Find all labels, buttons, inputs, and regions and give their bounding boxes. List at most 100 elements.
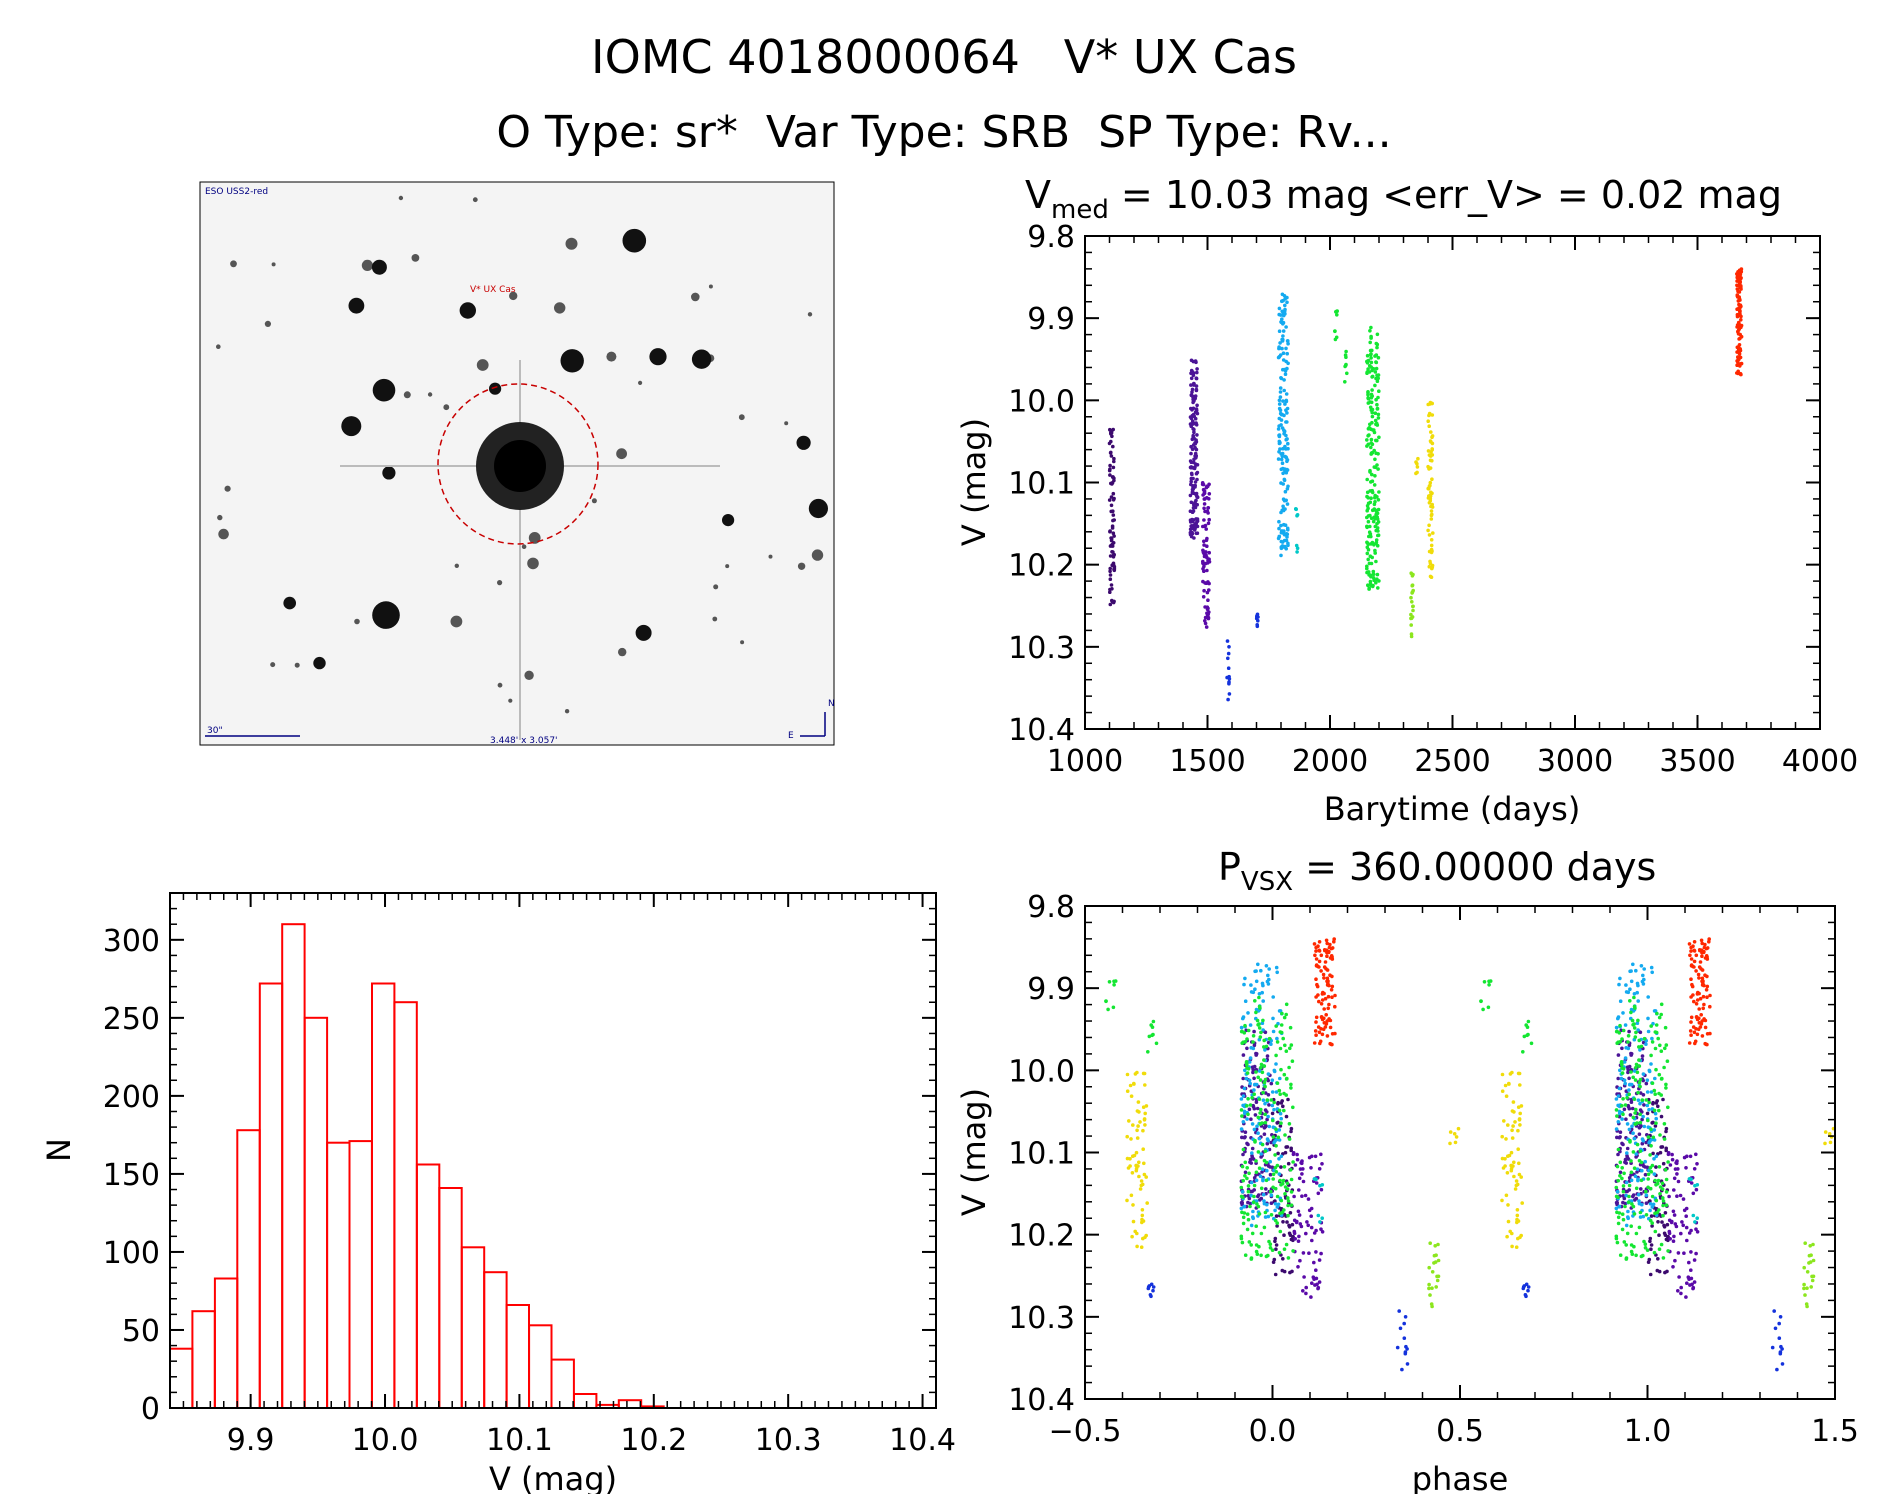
lightcurve-point [1365, 504, 1370, 508]
phased-point [1316, 993, 1320, 997]
phased-point [1623, 1160, 1627, 1164]
x-tick-label: 3500 [1659, 744, 1735, 779]
phased-point [1149, 1023, 1153, 1027]
x-tick-label: 10.4 [889, 1423, 956, 1458]
lightcurve-point [1225, 639, 1230, 643]
lightcurve-point [1366, 542, 1371, 546]
phased-point [1433, 1244, 1437, 1248]
phased-point [1282, 1233, 1286, 1237]
phased-point [1644, 1193, 1649, 1197]
lightcurve-point [1410, 600, 1414, 604]
phased-point [1687, 1041, 1692, 1045]
lightcurve-point [1375, 373, 1379, 378]
phased-point [1626, 1209, 1630, 1214]
lightcurve-point [1370, 410, 1374, 415]
lightcurve-point [1280, 292, 1285, 297]
phased-point [1811, 1258, 1816, 1263]
phased-point [1671, 1265, 1675, 1269]
north-label: N [828, 699, 835, 709]
phased-point [1300, 1172, 1304, 1176]
phased-point [1245, 1227, 1250, 1232]
phased-point [1808, 1260, 1813, 1264]
phased-point [1247, 1240, 1252, 1244]
lightcurve-point [1205, 484, 1209, 489]
phased-point [1659, 1049, 1664, 1053]
lightcurve-point [1192, 397, 1196, 402]
phased-point [1139, 1245, 1144, 1249]
phased-point [1245, 1212, 1250, 1216]
lightcurve-point [1109, 432, 1113, 436]
phased-point [1244, 1061, 1249, 1065]
phased-point [1270, 1165, 1275, 1170]
lightcurve-point [1737, 352, 1742, 356]
lightcurve-point [1426, 528, 1430, 533]
lightcurve-point [1203, 619, 1207, 623]
y-tick-label: 150 [103, 1158, 160, 1193]
lightcurve-point [1375, 517, 1380, 521]
phased-point [1614, 1029, 1619, 1034]
y-tick-label: 10.3 [1008, 631, 1075, 666]
phased-point [1697, 976, 1701, 980]
phased-point [1629, 979, 1634, 984]
lightcurve-point [1335, 309, 1339, 313]
lightcurve-point [1189, 500, 1194, 505]
lightcurve-point [1109, 439, 1113, 444]
phased-point [1268, 1246, 1273, 1250]
phased-point [1663, 1270, 1667, 1275]
phased-point [1274, 1247, 1278, 1251]
lightcurve-point [1429, 513, 1434, 518]
phased-point [1279, 1116, 1283, 1121]
phased-point [1292, 1218, 1297, 1223]
phased-point [1651, 1102, 1655, 1106]
lightcurve-point [1285, 300, 1289, 305]
phased-point [1688, 1154, 1693, 1159]
lightcurve-point [1376, 412, 1381, 417]
lightcurve-axes: 1000 1500 2000 2500 3000 3500 40009.89.910.010… [1008, 220, 1858, 779]
phased-point [1242, 1086, 1247, 1091]
phased-point [1241, 1120, 1246, 1124]
phased-point [1687, 1231, 1692, 1235]
lightcurve-point [1415, 465, 1420, 469]
phased-point [1509, 1150, 1514, 1155]
lightcurve-point [1278, 408, 1283, 413]
phased-point [1632, 1136, 1637, 1141]
phased-point [1705, 984, 1710, 989]
lightcurve-point [1279, 510, 1283, 515]
phased-point [1241, 1221, 1246, 1226]
phased-point [1647, 1107, 1651, 1112]
phased-point [1684, 1166, 1688, 1170]
lightcurve-panel: Vmed = 10.03 mag <err_V> = 0.02 mag 1000… [955, 173, 1858, 828]
histogram-axes: 9.9 10.0 10.1 10.2 10.3 10.405010015020025030… [103, 892, 956, 1458]
phased-point [1260, 1070, 1265, 1075]
lightcurve-point [1373, 418, 1378, 423]
phased-point [1614, 1234, 1619, 1239]
lightcurve-point [1429, 517, 1434, 521]
lightcurve-point [1190, 419, 1195, 424]
phased-point [1675, 1194, 1679, 1198]
lightcurve-point [1195, 470, 1200, 475]
phased-point [1259, 968, 1263, 973]
phased-point [1265, 1054, 1270, 1058]
phased-point [1241, 1015, 1246, 1019]
phased-point [1274, 965, 1279, 970]
scale-label: 30" [207, 726, 223, 736]
phased-point [1277, 1088, 1282, 1093]
phased-point [1654, 1198, 1659, 1203]
phased-point [1632, 1069, 1637, 1073]
phased-point [1253, 987, 1257, 991]
phased-point [1250, 1189, 1254, 1194]
lightcurve-point [1282, 367, 1287, 372]
phased-point [1518, 1123, 1522, 1127]
lightcurve-point [1375, 345, 1379, 350]
phased-point [1641, 1072, 1646, 1076]
lightcurve-point [1282, 413, 1286, 418]
lightcurve-point [1227, 680, 1231, 684]
phased-point [1620, 1037, 1624, 1041]
phased-point [1670, 1157, 1675, 1162]
phased-point [1427, 1286, 1431, 1291]
phased-point [1649, 1170, 1654, 1174]
phased-point [1652, 1108, 1657, 1113]
lightcurve-point [1205, 590, 1210, 595]
phased-point [1283, 1150, 1288, 1155]
phased-point [1700, 1034, 1705, 1038]
